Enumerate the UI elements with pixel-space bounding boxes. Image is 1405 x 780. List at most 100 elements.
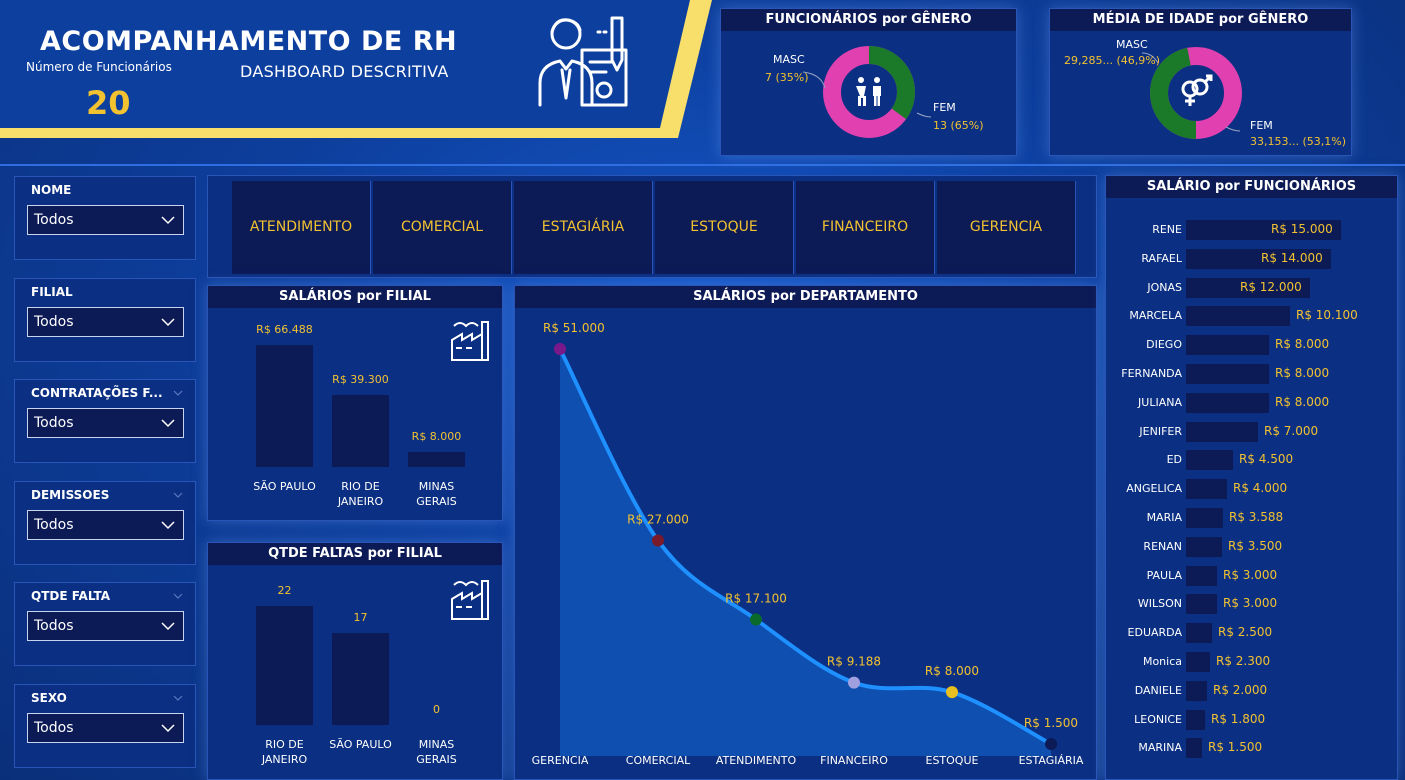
category-label: ESTAGIÁRIA [1019, 754, 1084, 767]
filter-dropdown[interactable]: Todos [27, 510, 184, 540]
bar[interactable] [256, 345, 313, 467]
chevron-down-icon [161, 724, 175, 733]
bar[interactable] [332, 395, 389, 467]
employee-name: PAULA [1146, 568, 1182, 582]
employee-salary-bar[interactable] [1186, 738, 1202, 759]
salary-by-department-chart: R$ 51.000 GERENCIA R$ 27.000 COMERCIAL R$ 17… [532, 321, 1084, 767]
employee-salary-bar[interactable] [1186, 565, 1217, 586]
absences-by-branch-title: QTDE FALTAS por FILIAL [208, 543, 502, 565]
filter-dropdown-value: Todos [34, 314, 74, 330]
filter-card: CONTRATAÇÕES F... Todos [14, 379, 196, 463]
filter-label: QTDE FALTA [31, 589, 111, 603]
employee-salary-bar[interactable] [1186, 680, 1207, 701]
point-value-label: R$ 17.100 [725, 592, 787, 606]
point-value-label: R$ 9.188 [827, 655, 881, 669]
department-button[interactable]: COMERCIAL [373, 181, 512, 274]
employee-salary-bar[interactable] [1186, 364, 1269, 384]
fem-age-value: 33,153... (53,1%) [1250, 135, 1347, 148]
filter-dropdown[interactable]: Todos [27, 307, 184, 337]
factory-icon [451, 580, 489, 620]
filter-card: SEXO Todos [14, 684, 196, 768]
data-point[interactable] [652, 534, 664, 547]
chevron-down-icon[interactable] [173, 591, 183, 601]
page-subtitle: DASHBOARD DESCRITIVA [240, 62, 449, 81]
employee-name: DIEGO [1146, 338, 1182, 352]
department-button[interactable]: GERENCIA [937, 181, 1076, 274]
age-gender-title: MÉDIA DE IDADE por GÊNERO [1050, 9, 1351, 31]
data-point[interactable] [750, 613, 762, 626]
employee-salary-value: R$ 12.000 [1240, 279, 1302, 294]
chevron-down-icon [161, 419, 175, 428]
filter-dropdown[interactable]: Todos [27, 408, 184, 438]
employee-salary-bar[interactable] [1186, 220, 1341, 240]
filter-dropdown-value: Todos [34, 212, 74, 228]
filter-label: NOME [31, 183, 72, 197]
employee-salary-bar[interactable] [1186, 450, 1233, 471]
employee-salary-bar[interactable] [1186, 536, 1222, 557]
filter-dropdown[interactable]: Todos [27, 205, 184, 235]
employee-name: RENE [1152, 223, 1182, 236]
chevron-down-icon[interactable] [173, 490, 183, 500]
employee-salary-value: R$ 3.000 [1223, 567, 1278, 582]
department-button[interactable]: ESTOQUE [655, 181, 794, 274]
chevron-down-icon[interactable] [173, 693, 183, 703]
employee-count-label: Número de Funcionários [26, 60, 172, 74]
employee-name: MARINA [1138, 741, 1182, 755]
filter-card: NOME Todos [14, 176, 196, 260]
filter-dropdown[interactable]: Todos [27, 611, 184, 641]
page-title: ACOMPANHAMENTO DE RH [40, 26, 458, 57]
department-button[interactable]: FINANCEIRO [796, 181, 935, 274]
filter-card: FILIAL Todos [14, 278, 196, 362]
employee-name: LEONICE [1134, 712, 1182, 726]
employee-salary-bar[interactable] [1186, 479, 1227, 500]
bar[interactable] [332, 633, 389, 725]
employee-salary-bar[interactable] [1186, 335, 1269, 356]
header-banner [0, 0, 712, 138]
employee-salary-bar[interactable] [1186, 652, 1210, 672]
filter-dropdown[interactable]: Todos [27, 713, 184, 743]
bar[interactable] [408, 452, 465, 467]
filter-dropdown-value: Todos [34, 415, 74, 431]
employee-name: FERNANDA [1121, 367, 1182, 380]
bar-value-label: 17 [353, 611, 368, 624]
employee-name: DANIELE [1134, 683, 1182, 697]
employee-salary-bar[interactable] [1186, 248, 1331, 269]
salary-by-department-card: SALÁRIOS por DEPARTAMENTO R$ 51.000 GEREN… [514, 285, 1097, 780]
bar[interactable] [256, 606, 313, 725]
department-button[interactable]: ESTAGIÁRIA [514, 181, 653, 274]
data-point[interactable] [554, 343, 566, 355]
employee-salary-value: R$ 4.500 [1239, 452, 1294, 467]
filter-card: QTDE FALTA Todos [14, 582, 196, 666]
data-point[interactable] [848, 676, 860, 689]
employee-salary-bar[interactable] [1186, 594, 1217, 615]
department-button[interactable]: ATENDIMENTO [232, 181, 371, 274]
header-divider [0, 164, 1405, 166]
employee-salary-value: R$ 14.000 [1261, 250, 1323, 265]
employee-salary-value: R$ 2.500 [1218, 625, 1273, 640]
filter-dropdown-value: Todos [34, 517, 74, 533]
chevron-down-icon [161, 622, 175, 631]
data-point[interactable] [1045, 738, 1057, 751]
chevron-down-icon[interactable] [173, 388, 183, 398]
category-label: MINAS GERAIS [416, 738, 457, 766]
employee-salary-value: R$ 15.000 [1271, 222, 1333, 236]
employee-name: RENAN [1143, 539, 1182, 553]
area-fill [560, 349, 1051, 756]
employee-salary-bar[interactable] [1186, 623, 1212, 644]
employee-salary-bar[interactable] [1186, 277, 1310, 298]
data-point[interactable] [946, 686, 958, 699]
masc-age-value: 29,285... (46,9%) [1064, 54, 1161, 67]
category-label: COMERCIAL [626, 754, 691, 767]
employee-salary-value: R$ 8.000 [1275, 394, 1330, 409]
employee-salary-bar[interactable] [1186, 421, 1258, 442]
employee-name: ED [1166, 453, 1182, 467]
employee-salary-value: R$ 3.588 [1229, 510, 1284, 524]
employee-salary-value: R$ 1.800 [1211, 711, 1266, 726]
restroom-icon [856, 77, 881, 106]
employee-salary-bar[interactable] [1186, 508, 1223, 528]
category-label: RIO DE JANEIRO [261, 738, 308, 766]
employee-salary-bar[interactable] [1186, 392, 1269, 413]
employee-salary-bar[interactable] [1186, 306, 1290, 327]
employee-salary-bar[interactable] [1186, 709, 1205, 730]
employee-salary-value: R$ 8.000 [1275, 366, 1330, 380]
